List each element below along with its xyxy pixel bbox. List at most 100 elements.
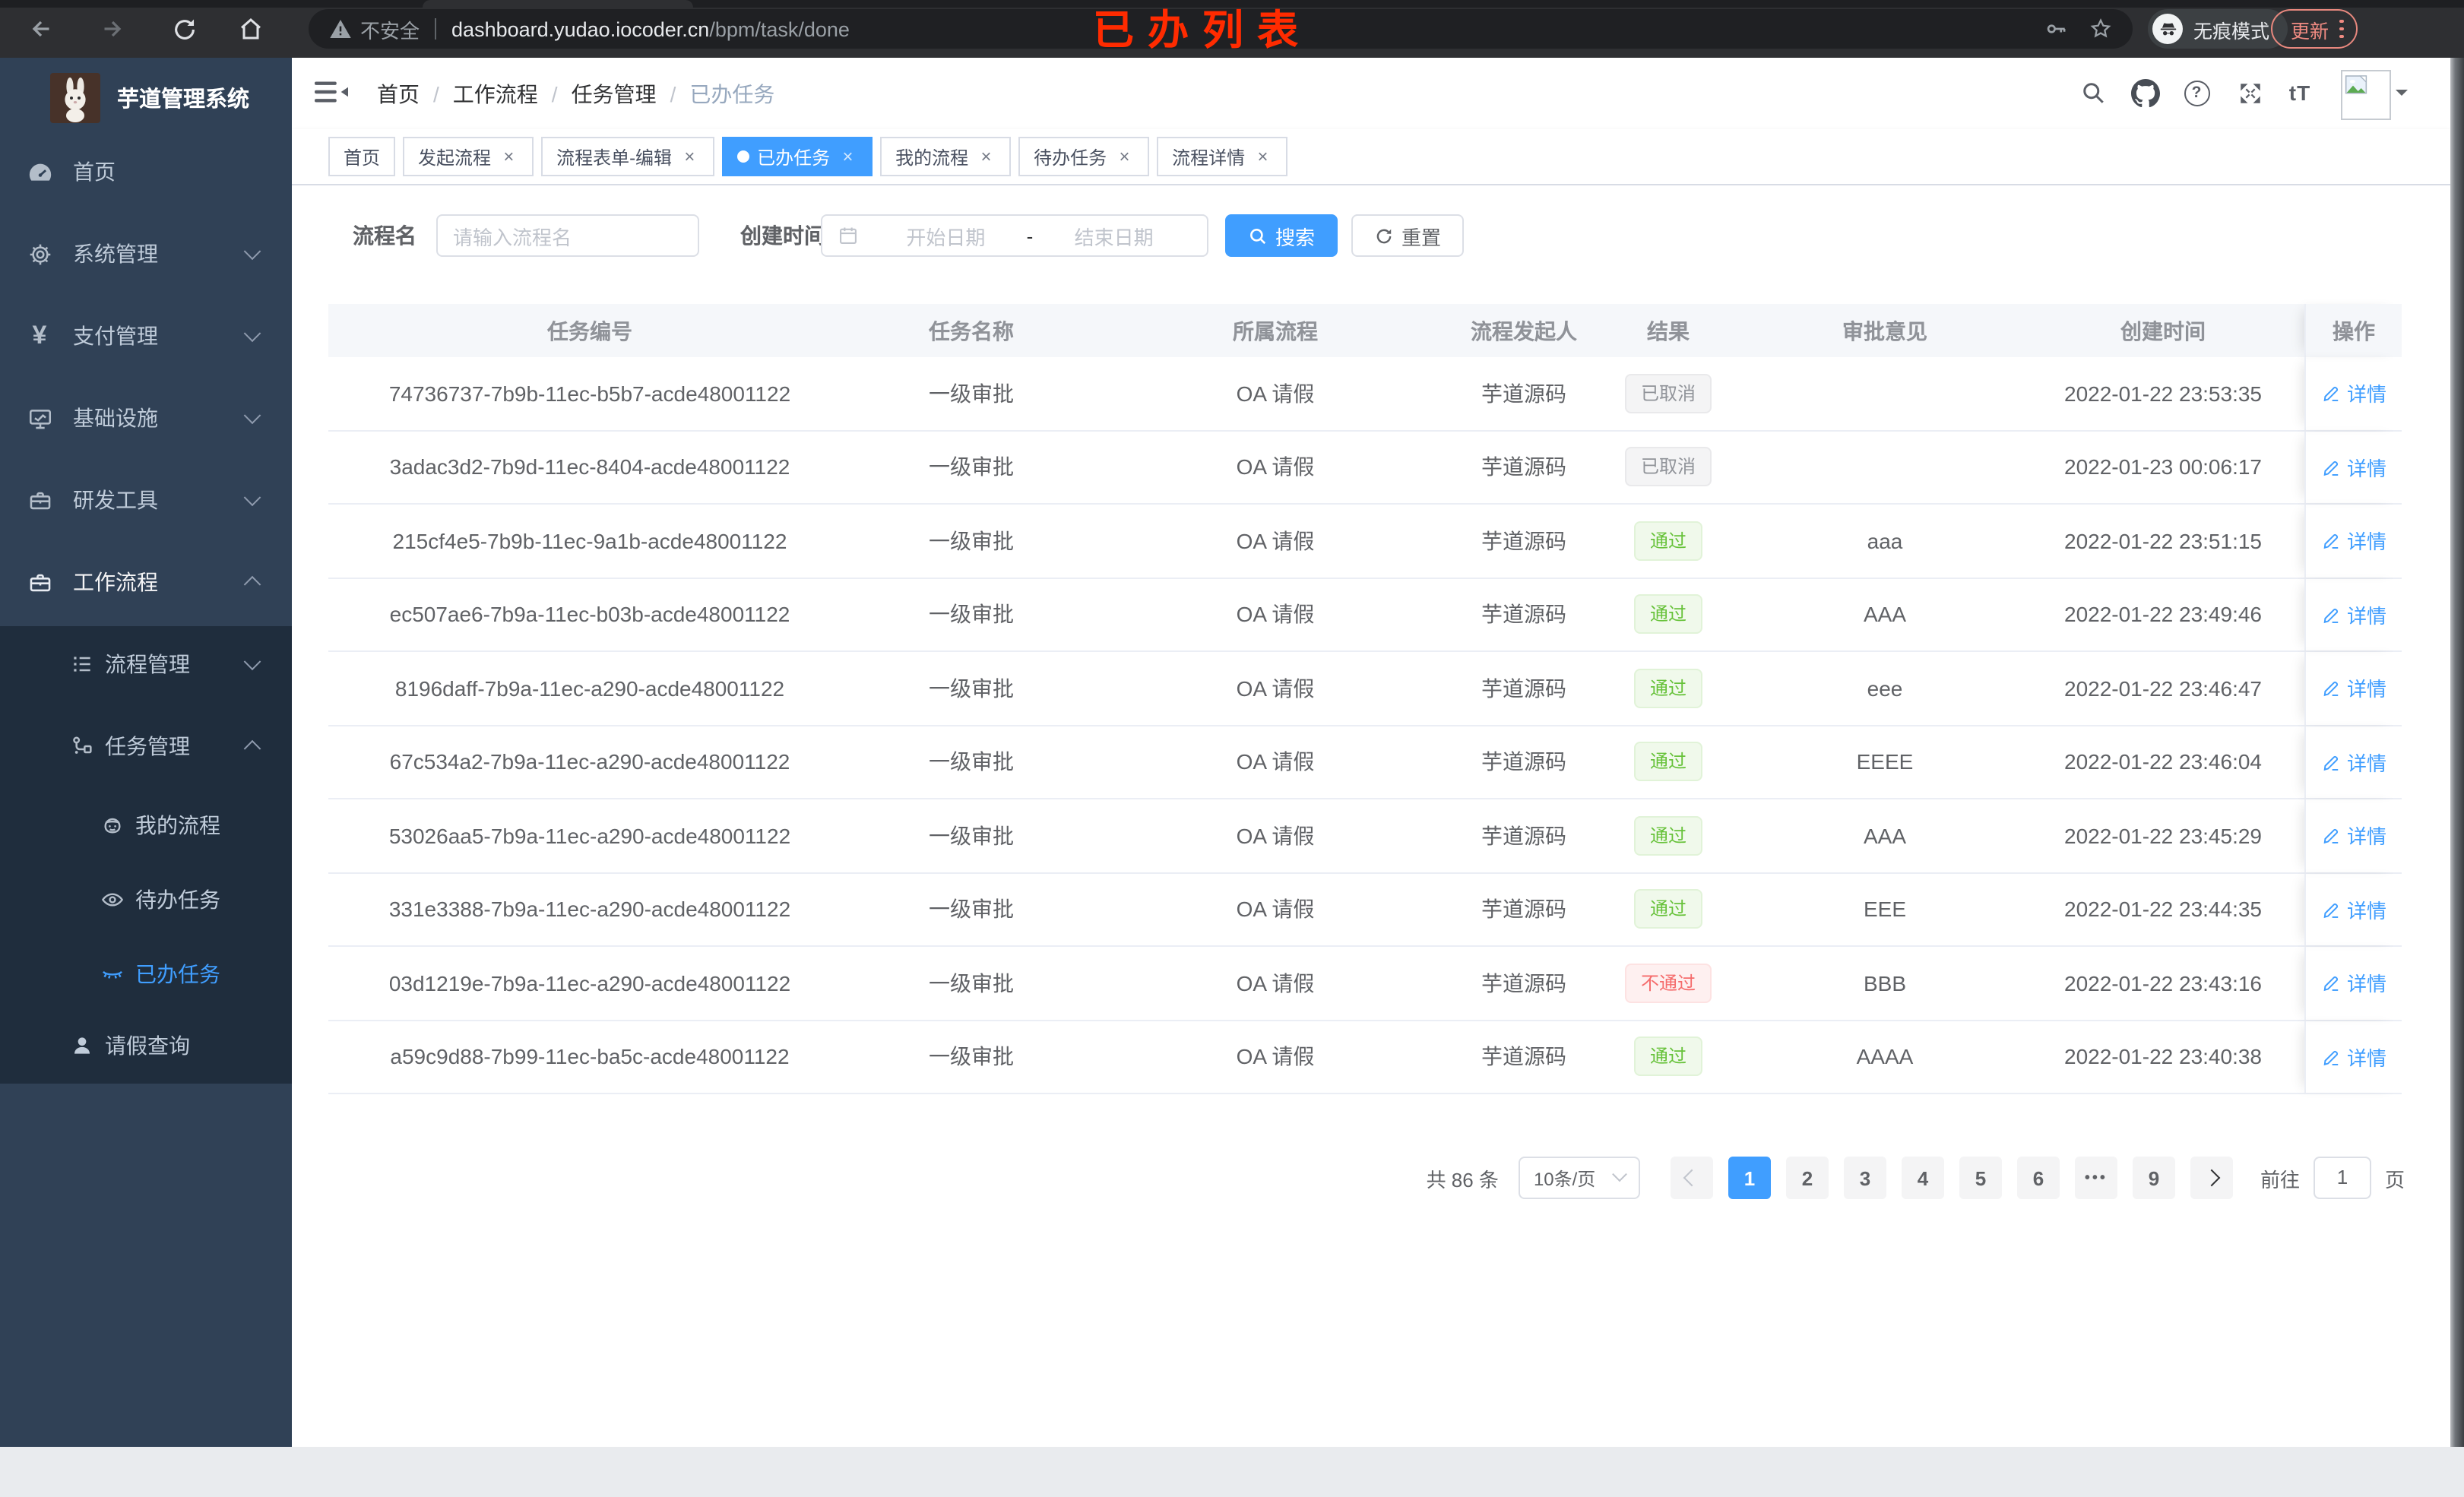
view-tab[interactable]: 已办任务 ×	[722, 137, 873, 176]
result-badge: 通过	[1634, 742, 1702, 782]
url-text[interactable]: dashboard.yudao.iocoder.cn/bpm/task/done	[451, 17, 2044, 40]
forward-icon[interactable]	[94, 11, 131, 47]
address-bar[interactable]: 不安全 dashboard.yudao.iocoder.cn/bpm/task/…	[309, 9, 2133, 49]
sidebar-item-system[interactable]: 系统管理	[0, 213, 292, 295]
page-button[interactable]: 6	[2016, 1157, 2060, 1199]
browser-update-button[interactable]: 更新	[2271, 9, 2358, 49]
update-label[interactable]: 更新	[2291, 21, 2329, 42]
detail-link[interactable]: 详情	[2321, 969, 2386, 998]
view-tab[interactable]: 我的流程 ×	[880, 137, 1012, 176]
breadcrumb-item[interactable]: 首页	[377, 81, 420, 106]
avatar[interactable]	[2341, 70, 2391, 120]
cell-task-id: 215cf4e5-7b9b-11ec-9a1b-acde48001122	[392, 528, 787, 553]
detail-link[interactable]: 详情	[2321, 379, 2386, 408]
fullscreen-icon[interactable]	[2228, 71, 2271, 114]
sidebar-item-devtools[interactable]: 研发工具	[0, 459, 292, 541]
detail-link[interactable]: 详情	[2321, 674, 2386, 703]
start-date-placeholder[interactable]: 开始日期	[906, 226, 986, 248]
reset-icon	[1374, 226, 1394, 245]
sidebar-item-my-process[interactable]: 我的流程	[0, 787, 292, 863]
sidebar-item-home[interactable]: 首页	[0, 131, 292, 213]
detail-link[interactable]: 详情	[2321, 895, 2386, 924]
detail-link[interactable]: 详情	[2321, 1043, 2386, 1071]
view-tab[interactable]: 流程详情 ×	[1157, 137, 1288, 176]
sidebar-item-process-mgmt[interactable]: 流程管理	[0, 626, 292, 702]
security-warning-icon[interactable]	[330, 20, 351, 38]
page-button[interactable]: •••	[2074, 1157, 2117, 1199]
sidebar-item-payment[interactable]: ¥ 支付管理	[0, 295, 292, 377]
end-date-placeholder[interactable]: 结束日期	[1074, 226, 1154, 248]
avatar-caret-icon[interactable]	[2396, 90, 2408, 102]
page-number: 6	[2032, 1166, 2044, 1189]
sidebar: 芋道管理系统 首页 系统管理 ¥ 支付管理 基础设施	[0, 58, 292, 1447]
close-icon[interactable]: ×	[503, 145, 515, 166]
app-title: 芋道管理系统	[117, 87, 249, 112]
page-number: 1	[1743, 1166, 1756, 1189]
close-icon[interactable]: ×	[842, 145, 854, 166]
cell-task-name: 一级审批	[929, 897, 1014, 922]
detail-link[interactable]: 详情	[2321, 453, 2386, 482]
detail-link[interactable]: 详情	[2321, 600, 2386, 629]
sidebar-item-label: 我的流程	[135, 813, 220, 837]
cell-task-id: 03d1219e-7b9a-11ec-a290-acde48001122	[388, 970, 791, 995]
detail-label: 详情	[2346, 530, 2386, 554]
font-size-icon[interactable]: tT	[2288, 81, 2311, 105]
cell-task-name: 一级审批	[929, 454, 1014, 479]
bookmark-star-icon[interactable]	[2089, 17, 2113, 41]
breadcrumb-item[interactable]: 任务管理	[571, 81, 657, 106]
cell-task-id: 8196daff-7b9a-11ec-a290-acde48001122	[394, 676, 785, 701]
help-icon[interactable]: ?	[2175, 71, 2218, 114]
home-icon[interactable]	[233, 11, 269, 47]
github-icon[interactable]	[2124, 71, 2166, 114]
sidebar-item-leave-query[interactable]: 请假查询	[0, 1008, 292, 1084]
back-icon[interactable]	[23, 11, 59, 47]
next-page-button[interactable]	[2190, 1157, 2233, 1199]
close-icon[interactable]: ×	[980, 145, 992, 166]
reset-button[interactable]: 重置	[1351, 214, 1465, 257]
create-time-label: 创建时间	[740, 223, 825, 248]
view-tab[interactable]: 发起流程 ×	[403, 137, 534, 176]
prev-page-button[interactable]	[1670, 1157, 1713, 1199]
chevron-right-icon	[2203, 1169, 2221, 1187]
close-icon[interactable]: ×	[1257, 145, 1268, 166]
sidebar-item-todo-tasks[interactable]: 待办任务	[0, 862, 292, 938]
view-tab[interactable]: 首页 ×	[328, 137, 396, 176]
process-name-input[interactable]: 请输入流程名	[436, 214, 699, 257]
cell-comment: eee	[1867, 676, 1903, 701]
cell-starter: 芋道源码	[1481, 823, 1566, 848]
reload-icon[interactable]	[166, 11, 202, 47]
window-right-edge	[2450, 58, 2464, 1447]
page-button[interactable]: 1	[1728, 1157, 1771, 1199]
goto-page-input[interactable]: 1	[2313, 1157, 2371, 1199]
cell-process: OA 请假	[1236, 970, 1315, 995]
browser-menu-icon[interactable]	[2339, 19, 2344, 39]
close-icon[interactable]: ×	[684, 145, 695, 166]
detail-link[interactable]: 详情	[2321, 748, 2386, 777]
page-size-select[interactable]: 10条/页	[1518, 1157, 1640, 1199]
close-icon[interactable]: ×	[1119, 145, 1130, 166]
sidebar-item-workflow[interactable]: 工作流程	[0, 541, 292, 623]
detail-link[interactable]: 详情	[2321, 821, 2386, 850]
breadcrumb-current: 已办任务	[689, 81, 775, 106]
sidebar-item-task-mgmt[interactable]: 任务管理	[0, 708, 292, 784]
view-tab[interactable]: 待办任务 ×	[1018, 137, 1150, 176]
date-range-picker[interactable]: 开始日期 - 结束日期	[821, 214, 1208, 257]
breadcrumb-item[interactable]: 工作流程	[452, 81, 538, 106]
security-label[interactable]: 不安全	[360, 19, 420, 42]
hamburger-icon[interactable]	[315, 79, 348, 105]
page-button[interactable]: 2	[1785, 1157, 1829, 1199]
detail-link[interactable]: 详情	[2321, 527, 2386, 555]
key-icon[interactable]	[2044, 17, 2069, 41]
page-button[interactable]: 9	[2132, 1157, 2175, 1199]
page-button[interactable]: 3	[1843, 1157, 1886, 1199]
page-button[interactable]: 4	[1901, 1157, 1944, 1199]
filter-form: 流程名 请输入流程名 创建时间 开始日期 - 结束日期	[328, 214, 2417, 257]
search-button[interactable]: 搜索	[1225, 214, 1338, 257]
sidebar-item-done-tasks[interactable]: 已办任务	[0, 936, 292, 1012]
search-icon[interactable]	[2072, 71, 2114, 114]
cell-task-name: 一级审批	[929, 381, 1014, 406]
page-button[interactable]: 5	[1959, 1157, 2002, 1199]
sidebar-item-infrastructure[interactable]: 基础设施	[0, 377, 292, 459]
column-header: 流程发起人	[1471, 318, 1577, 343]
view-tab[interactable]: 流程表单-编辑 ×	[541, 137, 715, 176]
